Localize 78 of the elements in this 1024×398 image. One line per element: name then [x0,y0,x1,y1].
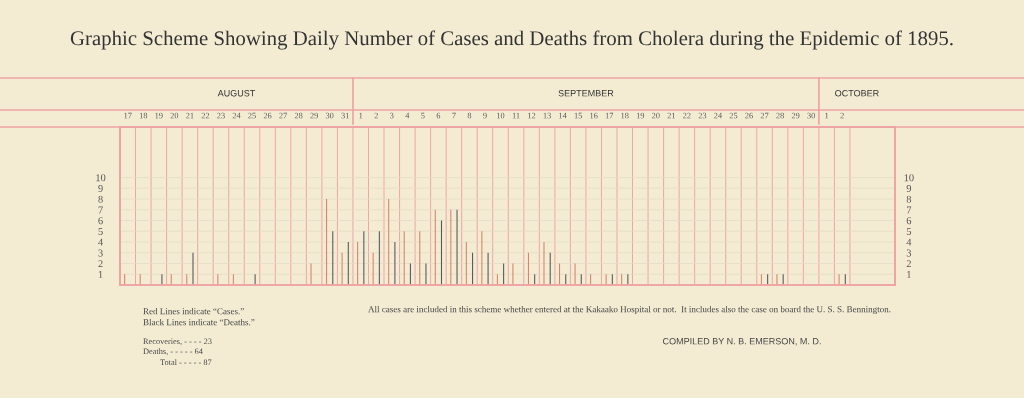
x-tick-label: 10 [497,112,505,119]
x-tick-label: 20 [170,112,179,119]
text: Red Lines indicate “Cases.” [143,307,244,315]
x-tick-label: 22 [683,112,691,119]
y2-tick-label: 10 [904,174,914,182]
x-tick-label: 28 [294,112,303,119]
y-tick-label: 8 [98,195,103,203]
x-tick-label: 21 [186,112,194,119]
text: AUGUST [217,90,256,97]
x-tick-label: 1 [825,112,829,119]
x-tick-label: 24 [714,112,722,119]
x-tick-label: 30 [325,112,334,119]
x-tick-label: 8 [467,112,472,119]
y-tick-label: 6 [98,217,103,225]
x-tick-label: 1 [359,112,363,119]
y2-tick-label: 2 [906,260,911,268]
x-tick-label: 11 [512,112,520,119]
x-tick-label: 26 [745,112,753,119]
x-tick-label: 21 [667,112,676,119]
x-tick-label: 6 [436,112,441,119]
x-tick-label: 14 [559,112,567,119]
y2-tick-label: 5 [906,228,912,235]
y-tick-label: 3 [98,249,103,257]
text: Deaths, - - - - - 64 [143,348,203,356]
y2-tick-label: 8 [906,195,912,203]
x-tick-label: 27 [279,112,287,119]
x-tick-label: 2 [374,112,378,119]
chart-title: Graphic Scheme Showing Daily Number of Cases and Deaths from Cholera during the Epidemic of 1895. [70,30,953,50]
x-tick-label: 19 [155,112,163,119]
x-tick-label: 25 [729,112,738,119]
x-tick-label: 19 [636,112,645,119]
text: Recoveries, - - - - 23 [143,338,212,346]
x-tick-label: 3 [390,112,394,119]
x-tick-label: 22 [201,112,210,119]
y2-tick-label: 3 [906,249,912,257]
x-tick-label: 12 [528,112,536,119]
y-tick-label: 5 [98,228,103,235]
x-tick-label: 29 [791,112,800,119]
text: OCTOBER [835,90,879,97]
y2-tick-label: 7 [906,206,912,214]
text: All cases are included in this scheme whether entered at the Kakaako Hospital or not. It includes also the case on board the U. S. S. Bennington. [368,305,891,315]
y-tick-label: 7 [98,206,103,214]
x-tick-label: 18 [621,112,629,119]
x-tick-label: 28 [776,112,784,119]
y-tick-label: 9 [98,184,103,192]
x-tick-label: 31 [341,112,349,119]
x-tick-label: 30 [807,112,815,119]
x-tick-label: 20 [652,112,660,119]
y-tick-label: 1 [98,270,103,278]
x-tick-label: 9 [483,112,487,119]
x-tick-label: 23 [217,112,225,119]
x-tick-label: 29 [310,112,318,119]
y2-tick-label: 1 [907,270,911,278]
x-tick-label: 15 [574,112,583,119]
y2-tick-label: 9 [906,184,912,192]
x-tick-label: 23 [698,112,707,119]
x-tick-label: 17 [605,112,614,119]
x-tick-label: 16 [590,112,598,119]
x-tick-label: 13 [543,112,551,119]
y-tick-label: 10 [96,174,106,182]
y2-tick-label: 6 [906,217,912,225]
x-tick-label: 25 [248,112,256,119]
x-tick-label: 5 [421,112,425,119]
text: Total - - - - - 87 [160,359,212,366]
x-tick-label: 2 [840,112,844,119]
x-tick-label: 17 [124,112,132,119]
x-tick-label: 27 [760,112,769,119]
text: SEPTEMBER [558,90,614,97]
x-tick-label: 4 [405,112,410,119]
text: Black Lines indicate “Deaths.” [143,318,255,326]
x-tick-label: 26 [263,112,272,119]
y2-tick-label: 4 [906,238,912,246]
text: COMPILED BY N. B. EMERSON, M. D. [663,338,821,346]
y-tick-label: 2 [98,260,103,268]
x-tick-label: 7 [452,112,456,119]
y-tick-label: 4 [98,238,103,246]
x-tick-label: 24 [232,112,241,119]
x-tick-label: 18 [139,112,148,119]
